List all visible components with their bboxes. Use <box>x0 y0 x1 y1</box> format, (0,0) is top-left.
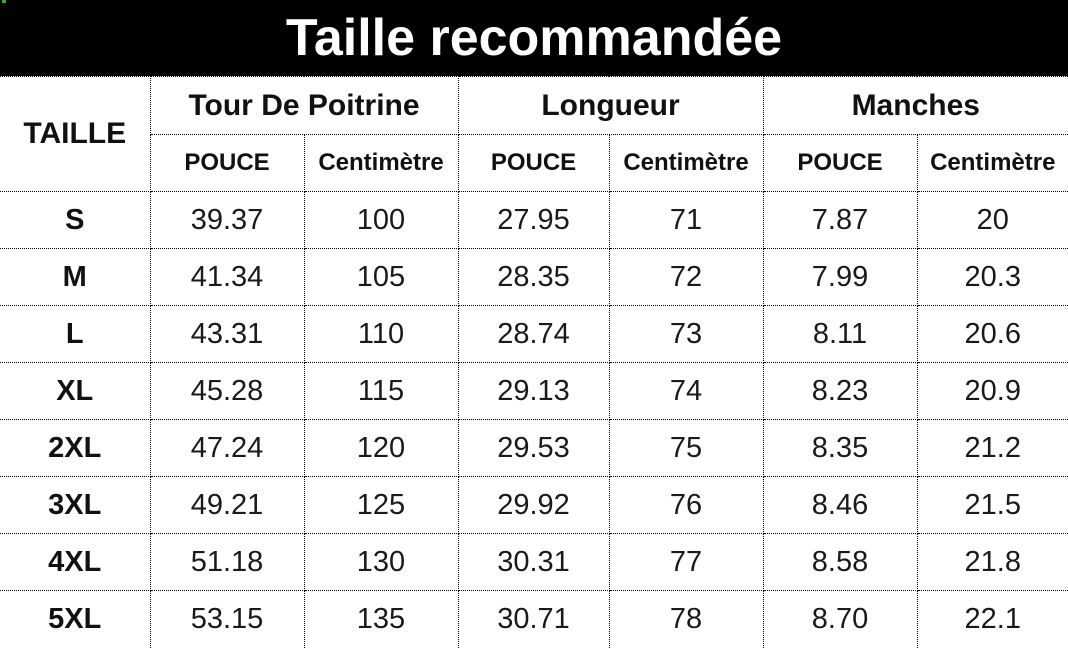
table-row-5xl: 5XL 53.15 135 30.71 78 8.70 22.1 <box>0 590 1068 648</box>
page-title: Taille recommandée <box>285 9 783 67</box>
value-cell: 30.71 <box>457 590 610 648</box>
value-cell: 53.15 <box>149 590 305 648</box>
row-size-label: 3XL <box>0 476 151 534</box>
value-cell: 20.3 <box>916 248 1068 306</box>
value-cell: 45.28 <box>149 362 305 420</box>
row-size-label: S <box>0 191 151 249</box>
column-group-longueur: Longueur <box>457 76 764 135</box>
value-cell: 29.92 <box>457 476 610 534</box>
value-cell: 73 <box>608 305 764 363</box>
value-cell: 135 <box>303 590 459 648</box>
value-cell: 7.99 <box>762 248 918 306</box>
value-cell: 110 <box>303 305 459 363</box>
column-group-manches: Manches <box>762 76 1068 135</box>
subheader-manches-pouce: POUCE <box>762 134 918 192</box>
value-cell: 29.13 <box>457 362 610 420</box>
value-cell: 76 <box>608 476 764 534</box>
value-cell: 78 <box>608 590 764 648</box>
value-cell: 115 <box>303 362 459 420</box>
value-cell: 21.8 <box>916 533 1068 591</box>
value-cell: 47.24 <box>149 419 305 477</box>
row-size-label: 2XL <box>0 419 151 477</box>
value-cell: 27.95 <box>457 191 610 249</box>
row-size-label: 5XL <box>0 590 151 648</box>
header-sub-row: POUCE Centimètre POUCE Centimètre POUCE … <box>0 134 1068 192</box>
value-cell: 75 <box>608 419 764 477</box>
value-cell: 20.6 <box>916 305 1068 363</box>
value-cell: 8.23 <box>762 362 918 420</box>
value-cell: 8.46 <box>762 476 918 534</box>
value-cell: 120 <box>303 419 459 477</box>
table-row-l: L 43.31 110 28.74 73 8.11 20.6 <box>0 305 1068 363</box>
value-cell: 20 <box>916 191 1068 249</box>
value-cell: 71 <box>608 191 764 249</box>
value-cell: 8.70 <box>762 590 918 648</box>
subheader-poitrine-pouce: POUCE <box>150 134 305 192</box>
row-size-label: L <box>0 305 151 363</box>
column-group-tour-de-poitrine: Tour De Poitrine <box>149 76 459 135</box>
value-cell: 28.74 <box>457 305 610 363</box>
value-cell: 72 <box>608 248 764 306</box>
value-cell: 29.53 <box>457 419 610 477</box>
value-cell: 30.31 <box>457 533 610 591</box>
row-size-label: XL <box>0 362 151 420</box>
value-cell: 8.11 <box>762 305 918 363</box>
table-row-2xl: 2XL 47.24 120 29.53 75 8.35 21.2 <box>0 419 1068 477</box>
row-size-label: 4XL <box>0 533 151 591</box>
value-cell: 22.1 <box>916 590 1068 648</box>
value-cell: 8.35 <box>762 419 918 477</box>
value-cell: 41.34 <box>149 248 305 306</box>
green-pixel-artifact <box>2 0 6 3</box>
title-bar: Taille recommandée <box>0 0 1068 76</box>
table-row-3xl: 3XL 49.21 125 29.92 76 8.46 21.5 <box>0 476 1068 534</box>
value-cell: 105 <box>303 248 459 306</box>
value-cell: 21.2 <box>916 419 1068 477</box>
value-cell: 130 <box>303 533 459 591</box>
value-cell: 49.21 <box>149 476 305 534</box>
table-row-xl: XL 45.28 115 29.13 74 8.23 20.9 <box>0 362 1068 420</box>
subheader-longueur-pouce: POUCE <box>457 134 610 192</box>
row-size-label: M <box>0 248 151 306</box>
value-cell: 100 <box>303 191 459 249</box>
header-group-row: TAILLE Tour De Poitrine Longueur Manches <box>0 76 1068 192</box>
value-cell: 74 <box>608 362 764 420</box>
subheader-manches-centimetre: Centimètre <box>916 134 1068 192</box>
value-cell: 39.37 <box>149 191 305 249</box>
value-cell: 77 <box>608 533 764 591</box>
subheader-poitrine-centimetre: Centimètre <box>303 134 459 192</box>
value-cell: 28.35 <box>457 248 610 306</box>
table-row-4xl: 4XL 51.18 130 30.31 77 8.58 21.8 <box>0 533 1068 591</box>
value-cell: 51.18 <box>149 533 305 591</box>
column-header-taille: TAILLE <box>0 76 151 192</box>
value-cell: 8.58 <box>762 533 918 591</box>
value-cell: 43.31 <box>149 305 305 363</box>
table-row-s: S 39.37 100 27.95 71 7.87 20 <box>0 191 1068 249</box>
subheader-longueur-centimetre: Centimètre <box>608 134 764 192</box>
value-cell: 20.9 <box>916 362 1068 420</box>
value-cell: 7.87 <box>762 191 918 249</box>
table-row-m: M 41.34 105 28.35 72 7.99 20.3 <box>0 248 1068 306</box>
value-cell: 21.5 <box>916 476 1068 534</box>
value-cell: 125 <box>303 476 459 534</box>
size-table: TAILLE Tour De Poitrine Longueur Manches… <box>0 76 1068 648</box>
